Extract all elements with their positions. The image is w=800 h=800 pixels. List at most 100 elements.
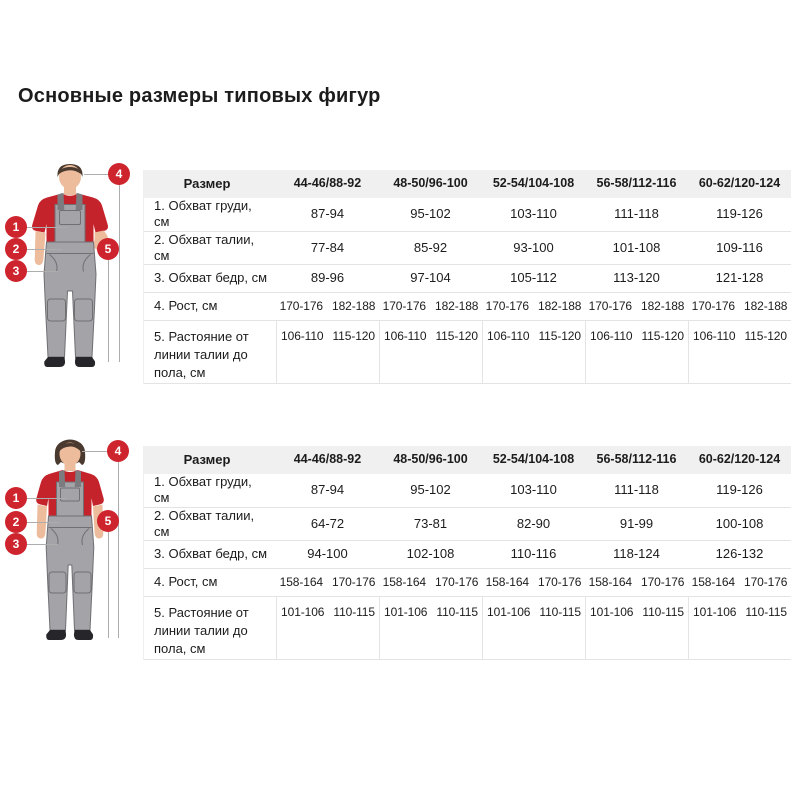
marker-line-waist-to-floor [108, 249, 109, 362]
range-value-pair: 158-164 170-176 [379, 575, 482, 590]
table-row-height: 4. Рост, см 170-176 182-188 170-176 182-… [144, 293, 791, 321]
marker-line-hip [16, 271, 58, 272]
range-value: 87-94 [310, 482, 345, 498]
range-value: 182-188 [744, 299, 788, 313]
range-value: 87-94 [310, 206, 345, 222]
measure-marker-2: 2 [5, 511, 27, 533]
marker-line-height [118, 451, 119, 638]
row-label: 3. Обхват бедр, см [154, 270, 268, 286]
row-label: 3. Обхват бедр, см [154, 546, 268, 562]
range-value: 109-116 [716, 239, 763, 255]
range-value: 115-120 [538, 329, 582, 343]
header-size-column: 48-50/96-100 [393, 176, 468, 191]
table-row-waist: 2. Обхват талии, см 77-84 85-92 93-100 1… [144, 232, 791, 265]
range-value: 170-176 [382, 299, 426, 313]
range-value: 85-92 [413, 239, 448, 255]
range-value: 97-104 [410, 270, 451, 286]
measure-marker-1: 1 [5, 216, 27, 238]
range-value: 94-100 [307, 546, 348, 562]
range-value: 106-110 [384, 329, 427, 343]
range-value: 101-108 [612, 239, 661, 255]
men-size-table: Размер 44-46/88-92 48-50/96-100 52-54/10… [143, 170, 791, 384]
range-value: 115-120 [435, 329, 479, 343]
marker-line-chest [16, 227, 68, 228]
range-value: 170-176 [332, 575, 376, 589]
header-size-column: 60-62/120-124 [698, 452, 781, 467]
marker-line-chest [16, 498, 66, 499]
range-value: 170-176 [744, 575, 788, 589]
range-value: 82-90 [516, 515, 551, 531]
range-value: 170-176 [641, 575, 685, 589]
header-size-column: 44-46/88-92 [293, 452, 362, 467]
range-value: 126-132 [715, 546, 764, 562]
table-row-hip: 3. Обхват бедр, см 94-100 102-108 110-11… [144, 541, 791, 569]
range-value: 106-110 [693, 329, 736, 343]
table-row-chest: 1. Обхват груди, см 87-94 95-102 103-110… [144, 474, 791, 508]
range-value: 103-110 [510, 482, 557, 498]
range-value-pair: 106-110 115-120 [379, 321, 482, 383]
row-label: 4. Рост, см [154, 298, 218, 314]
marker-line-waist-to-floor [108, 521, 109, 638]
range-value: 101-106 [693, 605, 737, 619]
marker-line-waist [16, 249, 62, 250]
range-value: 93-100 [513, 239, 554, 255]
measure-marker-3: 3 [5, 260, 27, 282]
range-value-pair: 158-164 170-176 [688, 575, 791, 590]
range-value: 118-124 [613, 546, 660, 562]
range-value-pair: 101-106 110-115 [482, 597, 585, 659]
range-value-pair: 170-176 182-188 [482, 299, 585, 314]
male-worker-drawing [32, 164, 109, 367]
range-value: 110-115 [333, 605, 375, 619]
range-value: 101-106 [281, 605, 325, 619]
range-value: 106-110 [281, 329, 324, 343]
range-value-pair: 106-110 115-120 [585, 321, 688, 383]
marker-line-hip [16, 544, 58, 545]
range-value: 101-106 [384, 605, 428, 619]
women-size-table: Размер 44-46/88-92 48-50/96-100 52-54/10… [143, 446, 791, 660]
range-value: 110-115 [745, 605, 787, 619]
range-value: 89-96 [310, 270, 345, 286]
range-value: 158-164 [382, 575, 426, 589]
range-value: 113-120 [613, 270, 660, 286]
header-size-label: Размер [183, 451, 231, 467]
range-value: 95-102 [410, 482, 451, 498]
range-value: 170-176 [485, 299, 529, 313]
range-value: 170-176 [435, 575, 479, 589]
range-value-pair: 101-106 110-115 [585, 597, 688, 659]
marker-line-height-top [84, 174, 119, 175]
marker-line-height-top [82, 451, 118, 452]
table-row-height: 4. Рост, см 158-164 170-176 158-164 170-… [144, 569, 791, 597]
row-label: 5. Растояние от линии талии до пола, см [154, 329, 249, 381]
measure-marker-1: 1 [5, 487, 27, 509]
range-value: 106-110 [487, 329, 530, 343]
range-value: 182-188 [435, 299, 479, 313]
row-label: 1. Обхват груди, см [154, 474, 252, 506]
row-label: 5. Растояние от линии талии до пола, см [154, 605, 249, 657]
male-figure-illustration: 1 2 3 4 5 [0, 160, 140, 372]
measure-marker-5: 5 [97, 238, 119, 260]
range-value: 158-164 [485, 575, 529, 589]
measure-marker-5: 5 [97, 510, 119, 532]
range-value: 110-115 [642, 605, 684, 619]
range-value-pair: 101-106 110-115 [688, 597, 791, 659]
table-row-waist-to-floor: 5. Растояние от линии талии до пола, см … [144, 597, 791, 660]
range-value-pair: 170-176 182-188 [379, 299, 482, 314]
range-value: 115-120 [641, 329, 685, 343]
table-row-waist: 2. Обхват талии, см 64-72 73-81 82-90 91… [144, 507, 791, 541]
range-value: 102-108 [406, 546, 455, 562]
range-value: 73-81 [413, 515, 448, 531]
range-value: 182-188 [538, 299, 582, 313]
female-figure-illustration: 1 2 3 4 5 [0, 432, 140, 644]
range-value-pair: 106-110 115-120 [688, 321, 791, 383]
range-value: 119-126 [716, 482, 763, 498]
header-size-column: 52-54/104-108 [492, 176, 575, 191]
range-value-pair: 170-176 182-188 [585, 299, 688, 314]
range-value: 110-115 [436, 605, 478, 619]
row-label: 2. Обхват талии, см [154, 507, 255, 539]
range-value: 101-106 [487, 605, 531, 619]
header-size-column: 44-46/88-92 [293, 176, 362, 191]
table-header-row: Размер 44-46/88-92 48-50/96-100 52-54/10… [144, 446, 791, 474]
table-row-waist-to-floor: 5. Растояние от линии талии до пола, см … [144, 321, 791, 384]
range-value: 111-118 [614, 206, 659, 222]
range-value-pair: 106-110 115-120 [276, 321, 379, 383]
